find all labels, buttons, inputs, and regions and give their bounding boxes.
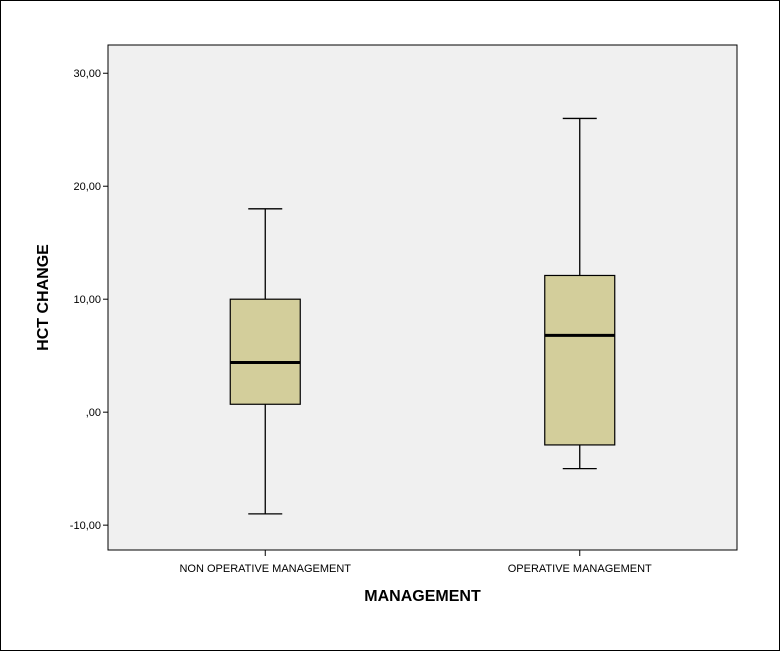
x-axis-title: MANAGEMENT [364, 588, 481, 605]
y-axis: -10,00 ,00 10,00 20,00 30,00 [70, 68, 108, 532]
x-tick-label: NON OPERATIVE MANAGEMENT [179, 563, 351, 575]
y-tick-label: -10,00 [70, 520, 101, 532]
box-group [544, 117, 616, 470]
y-tick-label: ,00 [86, 407, 101, 419]
plot-area [107, 44, 738, 551]
y-tick-label: 30,00 [73, 68, 101, 80]
iqr-box [544, 274, 616, 446]
y-tick-label: 20,00 [73, 181, 101, 193]
box-group [229, 208, 301, 515]
boxes [229, 117, 616, 515]
iqr-box [229, 298, 301, 405]
x-axis: NON OPERATIVE MANAGEMENT OPERATIVE MANAGE… [179, 550, 652, 575]
x-tick-label: OPERATIVE MANAGEMENT [508, 563, 652, 575]
y-tick-label: 10,00 [73, 294, 101, 306]
y-axis-title: HCT CHANGE [35, 244, 52, 351]
